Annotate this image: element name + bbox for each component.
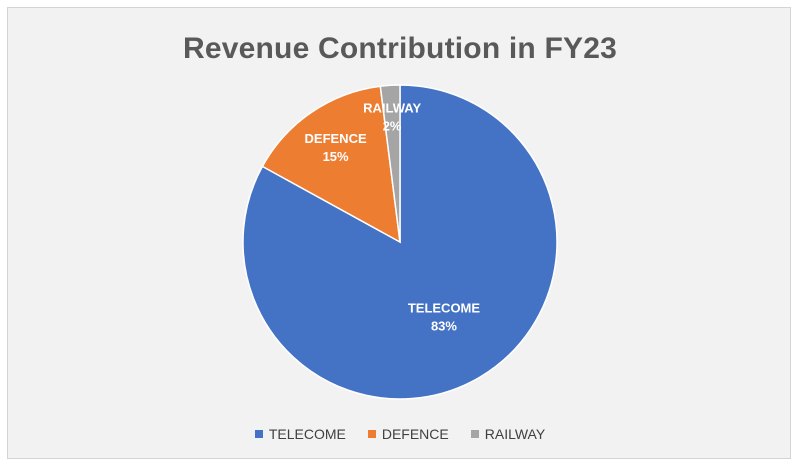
legend-item-railway: RAILWAY — [470, 426, 546, 442]
legend-label-telecome: TELECOME — [268, 426, 346, 442]
legend: TELECOME DEFENCE RAILWAY — [8, 426, 792, 442]
chart-title: Revenue Contribution in FY23 — [183, 32, 617, 65]
data-label-railway-value: 2% — [383, 119, 402, 134]
legend-swatch-telecome — [254, 430, 263, 438]
pie-slice-railway — [379, 84, 401, 243]
data-label-defence-value: 15% — [323, 149, 349, 164]
legend-swatch-railway — [470, 430, 479, 438]
legend-label-railway: RAILWAY — [484, 426, 546, 442]
legend-label-defence: DEFENCE — [381, 426, 449, 442]
pie-chart: TELECOME 83% DEFENCE 15% RAILWAY 2% — [242, 84, 558, 400]
data-label-defence-name: DEFENCE — [305, 131, 367, 146]
pie-slices — [242, 84, 558, 400]
legend-swatch-defence — [367, 430, 376, 438]
pie-slice-defence — [261, 85, 401, 244]
legend-item-defence: DEFENCE — [367, 426, 449, 442]
data-label-railway-name: RAILWAY — [363, 101, 421, 116]
legend-item-telecome: TELECOME — [254, 426, 346, 442]
chart-area: Revenue Contribution in FY23 TELECOME 83%… — [7, 7, 791, 459]
pie-labels: TELECOME 83% DEFENCE 15% RAILWAY 2% — [305, 101, 481, 334]
data-label-telecome-name: TELECOME — [408, 300, 481, 315]
data-label-telecome-value: 83% — [431, 318, 457, 333]
